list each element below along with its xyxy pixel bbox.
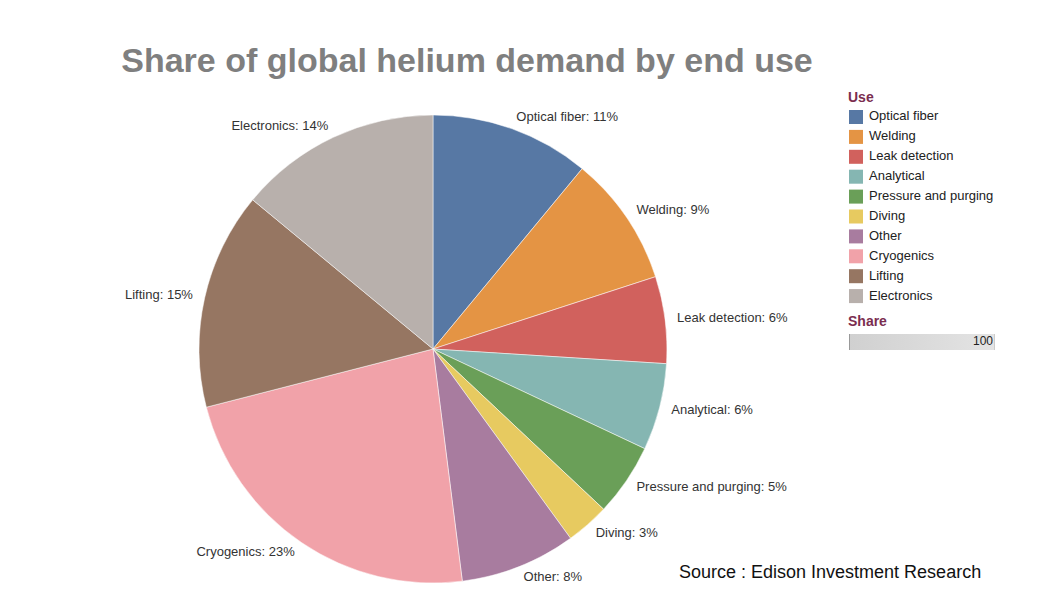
legend-label: Optical fiber <box>869 108 939 123</box>
legend-swatch <box>849 229 863 243</box>
slice <box>253 115 433 349</box>
legend-swatch <box>849 269 863 283</box>
data-label: Electronics: 14% <box>231 118 328 133</box>
data-label: Diving: 3% <box>596 525 659 540</box>
legend-swatch <box>849 110 863 124</box>
data-label: Other: 8% <box>524 569 583 584</box>
chart: Share of global helium demand by end use… <box>0 0 1039 595</box>
legend-label: Other <box>869 228 902 243</box>
legend-swatch <box>849 249 863 263</box>
data-label: Optical fiber: 11% <box>516 109 618 124</box>
legend-label: Leak detection <box>869 148 954 163</box>
scale-edge <box>849 334 850 350</box>
legend-label: Electronics <box>869 288 933 303</box>
legend-label: Pressure and purging <box>869 188 993 203</box>
legend-label: Cryogenics <box>869 248 935 263</box>
scale-title: Share <box>848 313 887 329</box>
pie <box>199 115 667 583</box>
legend-label: Analytical <box>869 168 925 183</box>
data-label: Leak detection: 6% <box>677 310 788 325</box>
title: Share of global helium demand by end use <box>121 41 812 79</box>
data-label: Pressure and purging: 5% <box>636 479 787 494</box>
data-label: Cryogenics: 23% <box>196 544 295 559</box>
slice <box>433 277 667 364</box>
legend-title: Use <box>848 89 874 105</box>
data-label: Lifting: 15% <box>125 287 193 302</box>
legend-label: Welding <box>869 128 916 143</box>
legend-swatch <box>849 210 863 224</box>
legend-swatch <box>849 190 863 204</box>
legend-swatch <box>849 150 863 164</box>
scale-bar <box>849 334 995 350</box>
data-label: Analytical: 6% <box>671 402 753 417</box>
legend-swatch <box>849 289 863 303</box>
legend-swatch <box>849 170 863 184</box>
data-labels: Optical fiber: 11% Welding: 9% Leak detect… <box>125 109 788 584</box>
scale-label: 100 <box>973 334 993 348</box>
legend: Use Optical fiber Welding Leak detection Ana… <box>848 89 995 350</box>
legend-label: Diving <box>869 208 905 223</box>
data-label: Welding: 9% <box>636 202 709 217</box>
source: Source : Edison Investment Research <box>679 562 981 582</box>
legend-label: Lifting <box>869 268 904 283</box>
scale-tick <box>994 334 995 350</box>
legend-swatch <box>849 130 863 144</box>
